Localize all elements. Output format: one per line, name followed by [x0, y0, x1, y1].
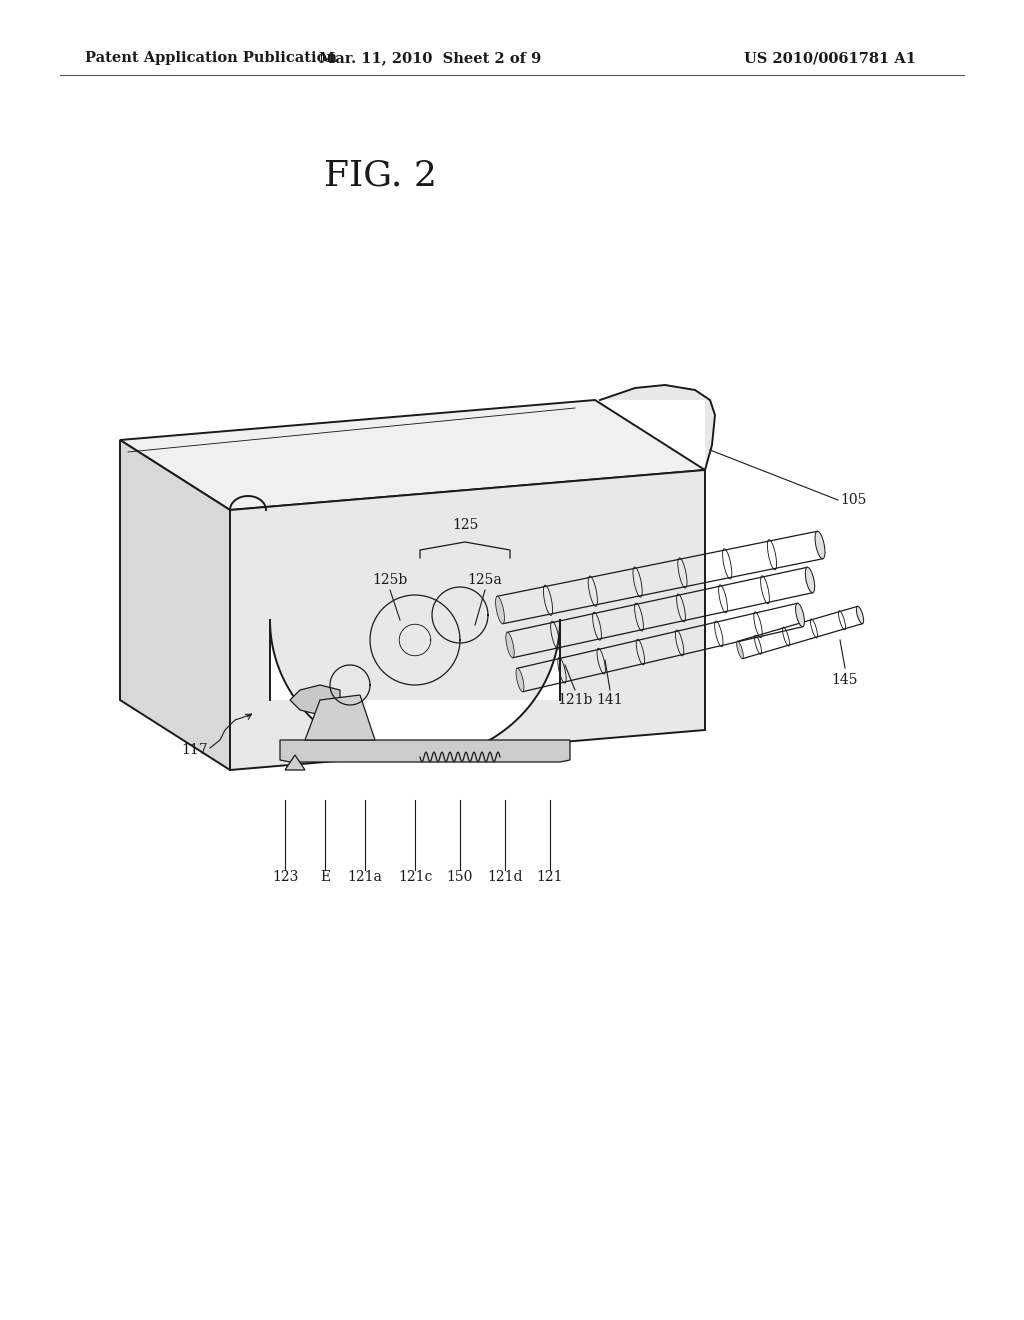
Polygon shape	[120, 400, 705, 510]
Text: 121: 121	[537, 870, 563, 884]
Polygon shape	[120, 440, 230, 770]
Ellipse shape	[805, 568, 815, 593]
Text: 123: 123	[271, 870, 298, 884]
Polygon shape	[290, 685, 340, 715]
Text: 150: 150	[446, 870, 473, 884]
Text: 145: 145	[831, 673, 858, 686]
Text: E: E	[319, 870, 330, 884]
Text: 125b: 125b	[373, 573, 408, 587]
Text: 121b: 121b	[557, 693, 593, 708]
Ellipse shape	[516, 668, 524, 692]
Ellipse shape	[736, 642, 743, 659]
Polygon shape	[285, 755, 305, 770]
Text: 125: 125	[452, 517, 478, 532]
Text: 117: 117	[181, 743, 208, 756]
Text: 121d: 121d	[487, 870, 522, 884]
Ellipse shape	[815, 531, 825, 558]
Polygon shape	[280, 741, 570, 762]
Polygon shape	[270, 620, 560, 760]
Ellipse shape	[856, 606, 863, 623]
Polygon shape	[595, 385, 715, 470]
Text: 125a: 125a	[468, 573, 503, 587]
Ellipse shape	[506, 632, 514, 657]
Text: 105: 105	[840, 492, 866, 507]
Text: Patent Application Publication: Patent Application Publication	[85, 51, 337, 65]
Polygon shape	[305, 696, 375, 741]
Polygon shape	[230, 470, 705, 770]
Text: US 2010/0061781 A1: US 2010/0061781 A1	[744, 51, 916, 65]
Text: 121a: 121a	[347, 870, 382, 884]
Ellipse shape	[496, 597, 505, 624]
Text: 121c: 121c	[397, 870, 432, 884]
Text: FIG. 2: FIG. 2	[324, 158, 436, 191]
Text: Mar. 11, 2010  Sheet 2 of 9: Mar. 11, 2010 Sheet 2 of 9	[318, 51, 541, 65]
Text: 141: 141	[597, 693, 624, 708]
Ellipse shape	[796, 603, 805, 627]
